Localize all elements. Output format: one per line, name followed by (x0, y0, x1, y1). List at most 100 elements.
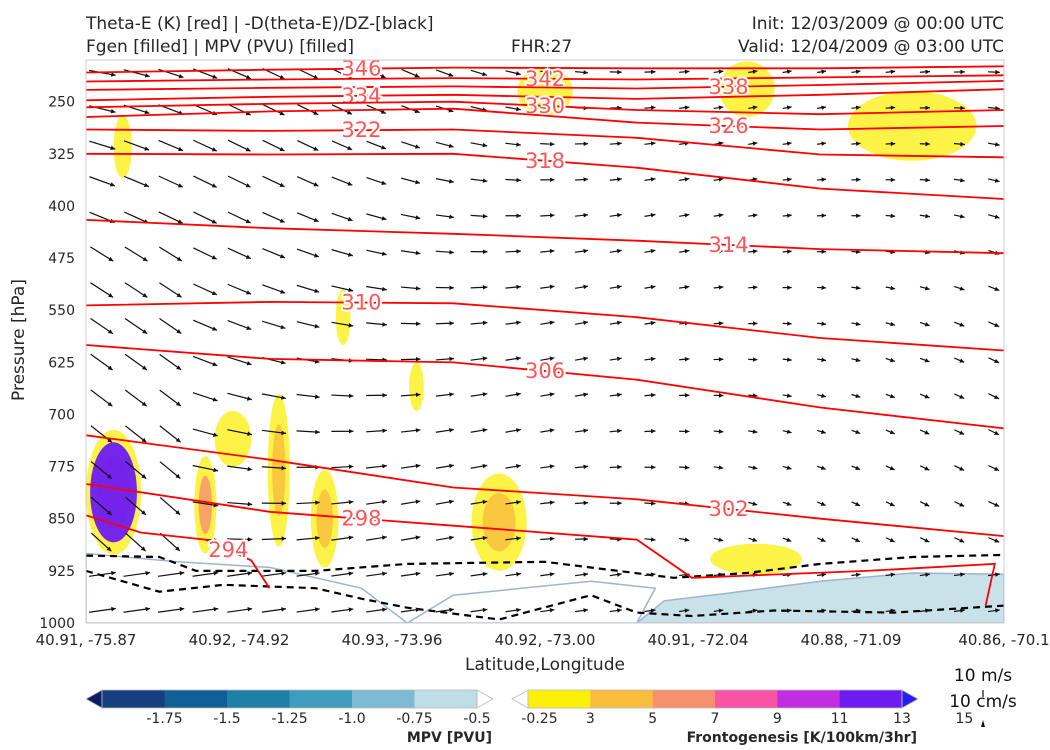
wind-vector (713, 321, 724, 326)
wind-vector (988, 178, 1000, 183)
theta-e-label: 318 (525, 149, 565, 173)
wind-vector (988, 214, 1000, 219)
wind-vector (644, 284, 656, 290)
colorbar-swatch (590, 690, 654, 708)
x-axis-label: Latitude,Longitude (465, 655, 625, 675)
wind-vector (331, 249, 353, 257)
y-tick-label: 250 (48, 95, 75, 111)
valid-time: Valid: 12/04/2009 @ 03:00 UTC (738, 37, 1004, 57)
wind-vector (574, 320, 589, 326)
wind-vector (540, 536, 555, 542)
wind-vector (227, 211, 251, 224)
y-tick-label: 1000 (39, 616, 75, 632)
wind-vector (157, 606, 185, 613)
wind-vector (331, 393, 354, 399)
wind-vector (713, 249, 724, 254)
wind-vector (782, 177, 792, 182)
wind-vector (817, 429, 827, 434)
theta-e-contour (86, 107, 1004, 131)
wind-vector (574, 500, 589, 506)
wind-vector (748, 285, 758, 290)
wind-vector (644, 428, 656, 434)
wind-vector (505, 392, 521, 397)
wind-vector (400, 286, 421, 291)
wind-vector (713, 501, 724, 506)
wind-vector (644, 69, 656, 75)
wind-vector (817, 213, 827, 218)
theta-e-label: 322 (341, 118, 381, 142)
wind-vector (782, 537, 792, 542)
wind-vector (366, 249, 387, 256)
wind-vector (679, 284, 690, 290)
wind-vector (158, 175, 184, 188)
wind-vector (885, 608, 896, 613)
wind-vector (227, 103, 251, 116)
colorbar-extend-high (901, 689, 919, 709)
wind-vector (505, 356, 521, 361)
colorbar-tick: -1.25 (271, 711, 307, 727)
vector-scale-arrow (981, 720, 985, 727)
wind-vector (885, 465, 895, 471)
wind-vector (331, 140, 353, 151)
wind-vector (609, 69, 622, 75)
wind-vector (89, 606, 116, 613)
wind-vector (470, 142, 488, 148)
wind-vector (227, 429, 253, 436)
y-tick-label: 625 (48, 355, 75, 371)
vector-scale-horizontal: 10 m/s (954, 666, 1012, 686)
theta-e-label: 326 (709, 114, 749, 138)
wind-vector (505, 428, 521, 433)
vector-scale-vertical: 10 cm/s (949, 692, 1017, 712)
wind-vector (159, 282, 182, 298)
theta-e-label: 338 (709, 75, 749, 99)
fgen-region (214, 411, 252, 467)
wind-vector (988, 501, 1000, 507)
wind-vector (713, 357, 724, 362)
colorbar-extend-low (85, 689, 103, 709)
wind-vector (713, 177, 724, 182)
wind-vector (919, 321, 930, 327)
wind-vector (540, 213, 555, 218)
mpv-region (405, 580, 657, 623)
wind-vector (713, 285, 724, 290)
wind-vector (192, 428, 218, 437)
wind-vector (782, 357, 792, 362)
wind-vector (193, 139, 218, 152)
theta-e-contour (86, 300, 1004, 352)
wind-vector (470, 499, 488, 505)
wind-vector (124, 317, 148, 335)
wind-vector (90, 282, 114, 298)
y-tick-label: 325 (48, 147, 75, 163)
y-tick-label: 700 (48, 407, 75, 423)
wind-vector (366, 140, 387, 150)
wind-vector (713, 105, 724, 110)
colorbar-tick: 9 (773, 711, 782, 727)
wind-vector (817, 465, 826, 470)
wind-vector (227, 392, 252, 401)
wind-vector (782, 69, 792, 74)
wind-vector (919, 501, 930, 507)
wind-vector (644, 320, 656, 326)
wind-vector (644, 248, 656, 254)
wind-vector (574, 608, 589, 613)
wind-vector (919, 286, 930, 291)
wind-vector (159, 353, 182, 371)
fgen-region (409, 362, 424, 412)
wind-vector (470, 535, 488, 541)
wind-vector (296, 535, 320, 541)
wind-vector (851, 321, 861, 327)
wind-vector (540, 356, 555, 361)
wind-vector (505, 500, 521, 505)
wind-vector (782, 608, 792, 614)
wind-vector (401, 141, 421, 149)
wind-vector (435, 69, 454, 77)
fgen-region-core (198, 475, 212, 535)
theta-e-contour (86, 100, 1004, 116)
wind-vector (748, 69, 758, 74)
wind-vector (919, 393, 930, 399)
fgen-region (719, 61, 775, 117)
colorbar-swatch (164, 690, 228, 708)
wind-vector (400, 535, 421, 541)
wind-vector (782, 393, 792, 398)
wind-vector (540, 428, 555, 433)
